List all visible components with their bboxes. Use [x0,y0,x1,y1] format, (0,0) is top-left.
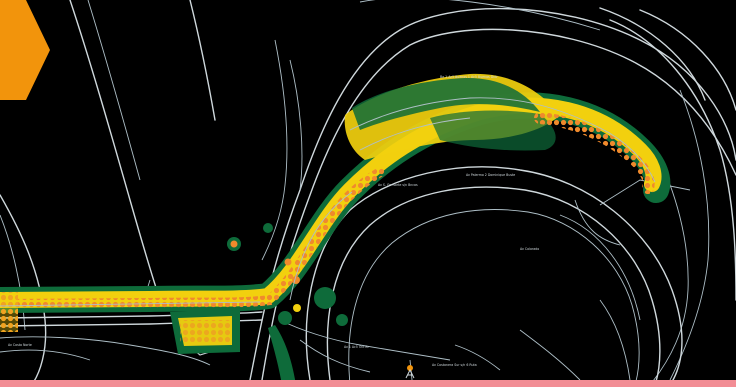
street-labels: Ba 1 Ac5 Buenos 1 Ac5 Buenos Dntr Av S. … [8,75,539,367]
street-label: Av 1 Ac5 Oct Br [344,345,370,349]
street-label: Av Palermo 2 Dominique Buste [466,173,515,177]
street-label: Av S. Gn Norte s/n Bncas [378,183,418,187]
location-pin-icon[interactable] [405,365,415,379]
street-label: Av Colorado [520,247,539,251]
street-label: Av Costa Norte [8,343,32,347]
street-label: Av Costanera Sur s/n 6 Ruta [432,363,477,367]
bottom-bar [0,380,736,387]
corner-badge-icon[interactable] [0,0,60,120]
overlay-roads [0,97,656,307]
street-label: Ba 1 Ac5 Buenos 1 Ac5 Buenos Dntr [440,75,498,79]
heatmap-layer [0,73,671,385]
